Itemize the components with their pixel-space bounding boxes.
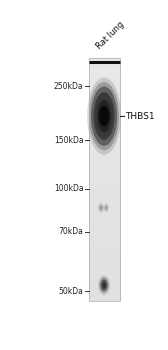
Text: Rat lung: Rat lung — [95, 20, 126, 51]
Ellipse shape — [94, 92, 114, 140]
Text: 250kDa: 250kDa — [54, 82, 83, 91]
Text: 100kDa: 100kDa — [54, 184, 83, 194]
Ellipse shape — [87, 78, 121, 155]
Ellipse shape — [99, 204, 103, 211]
Text: 50kDa: 50kDa — [59, 287, 83, 296]
Ellipse shape — [105, 206, 108, 210]
Ellipse shape — [104, 204, 108, 211]
Text: 70kDa: 70kDa — [59, 228, 83, 237]
Ellipse shape — [91, 86, 117, 146]
Ellipse shape — [99, 106, 109, 126]
Ellipse shape — [102, 282, 106, 289]
Ellipse shape — [98, 202, 104, 213]
Text: THBS1: THBS1 — [125, 112, 155, 121]
Ellipse shape — [97, 100, 111, 132]
Ellipse shape — [99, 278, 109, 293]
Bar — [89, 58, 120, 301]
Text: 150kDa: 150kDa — [54, 136, 83, 145]
Ellipse shape — [103, 203, 109, 212]
Ellipse shape — [100, 205, 102, 210]
Ellipse shape — [101, 280, 108, 291]
Ellipse shape — [98, 275, 110, 295]
Ellipse shape — [89, 82, 119, 150]
